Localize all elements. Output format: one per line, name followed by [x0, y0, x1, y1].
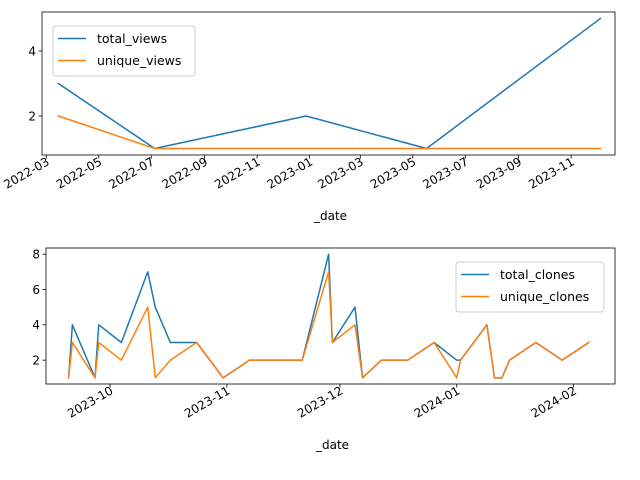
series-line-total-views [57, 17, 602, 150]
y-tick-label: 8 [32, 247, 40, 261]
series-line-unique-clones [67, 271, 590, 379]
plot-frame [45, 247, 616, 385]
x-axis-label: _date [313, 209, 347, 223]
legend-box [455, 261, 605, 313]
y-tick-label: 4 [32, 318, 40, 332]
legend: total_clones unique_clones [455, 261, 605, 313]
legend-label: total_clones [500, 267, 575, 282]
x-axis-label: _date [315, 438, 349, 452]
legend-label: unique_views [97, 53, 181, 68]
legend: total_views unique_views [52, 25, 196, 77]
series-line-unique-views [57, 115, 602, 150]
legend-box [52, 25, 196, 77]
plot-frame [41, 11, 616, 156]
legend-label: total_views [97, 31, 167, 46]
y-tick-label: 4 [28, 44, 36, 58]
legend-label: unique_clones [500, 289, 589, 304]
y-tick-label: 6 [32, 283, 40, 297]
y-tick-label: 2 [32, 353, 40, 367]
y-tick-label: 2 [28, 109, 36, 123]
